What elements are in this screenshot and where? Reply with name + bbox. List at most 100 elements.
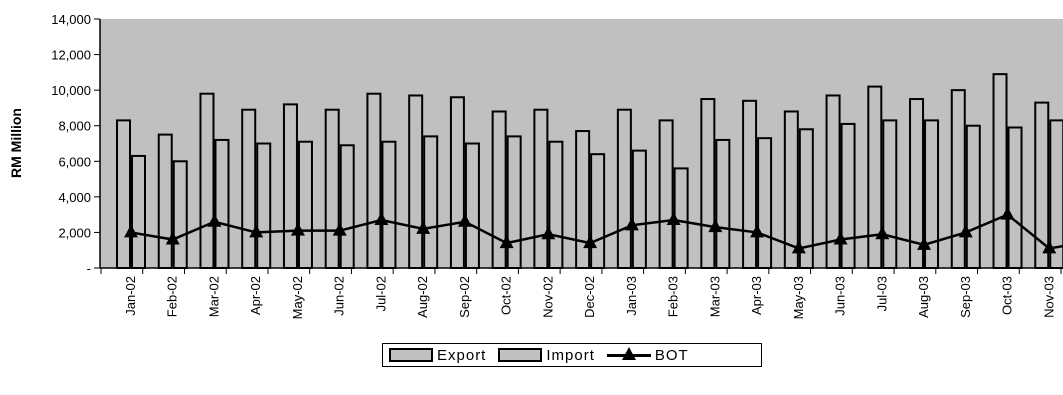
- bot-line-swatch: [606, 347, 651, 363]
- x-tick-label: Dec-02: [582, 276, 597, 318]
- bot-point: [624, 217, 639, 231]
- import-bar: [214, 138, 230, 269]
- x-tick-label: Jun-02: [332, 276, 347, 316]
- import-bar: [757, 137, 773, 269]
- x-tick-label: Aug-03: [916, 276, 931, 318]
- x-tick-label: Jan-02: [123, 276, 138, 316]
- bot-point: [499, 235, 514, 249]
- x-tick-label: Mar-03: [707, 276, 722, 317]
- y-tick-label: 6,000: [58, 154, 91, 169]
- export-bar: [867, 85, 883, 270]
- x-tick-label: Sep-02: [457, 276, 472, 318]
- import-bar: [464, 142, 480, 269]
- bot-point: [666, 211, 681, 225]
- import-bar: [1007, 126, 1023, 269]
- bot-point: [750, 224, 765, 238]
- x-tick-label: May-02: [290, 276, 305, 319]
- bot-point: [332, 222, 347, 236]
- export-bar: [992, 73, 1008, 269]
- export-bar: [533, 108, 549, 270]
- legend: Export Import BOT: [382, 343, 762, 367]
- y-tick-label: 12,000: [51, 48, 91, 63]
- x-tick-label: Oct-02: [499, 276, 514, 315]
- legend-label-import: Import: [546, 346, 595, 364]
- x-tick-label: Mar-02: [206, 276, 221, 317]
- import-bar: [715, 138, 731, 269]
- bot-point: [791, 240, 806, 254]
- x-tick-label: Nov-02: [540, 276, 555, 318]
- export-bar: [324, 108, 340, 270]
- export-bar: [199, 92, 215, 269]
- export-bar: [742, 99, 758, 269]
- x-tick-label: Jan-03: [624, 276, 639, 316]
- export-bar: [950, 89, 966, 270]
- import-bar: [840, 122, 856, 269]
- bot-point: [583, 235, 598, 249]
- bot-point: [833, 231, 848, 245]
- bot-series-line: [130, 213, 1063, 250]
- x-tick-label: Aug-02: [415, 276, 430, 318]
- import-bar: [548, 140, 564, 270]
- x-axis-ticks: Jan-02 Feb-02 Mar-02 Apr-02 May-02 Jun-02 Jul-…: [100, 268, 1062, 319]
- import-bar: [882, 119, 898, 269]
- x-tick-label: Jul-03: [874, 276, 889, 311]
- x-tick-label: Feb-02: [165, 276, 180, 317]
- export-bar: [366, 92, 382, 269]
- bot-point: [457, 213, 472, 227]
- import-bar: [506, 135, 522, 269]
- y-axis-label: RM Million: [8, 108, 24, 178]
- export-bar: [116, 119, 131, 269]
- legend-item-export: Export: [389, 347, 486, 364]
- export-bar: [157, 133, 173, 269]
- x-tick-label: Apr-03: [749, 276, 764, 315]
- export-bar: [449, 96, 465, 269]
- bot-point: [124, 224, 138, 238]
- bot-point: [1000, 206, 1015, 220]
- bot-point: [207, 213, 222, 227]
- bot-point: [249, 224, 264, 238]
- import-bar: [339, 144, 355, 269]
- axes-layer: [99, 19, 1063, 269]
- bot-point: [708, 219, 723, 233]
- y-tick-label: 8,000: [58, 119, 91, 134]
- import-bar: [631, 149, 647, 269]
- import-bar: [381, 140, 397, 270]
- y-tick-label: 2,000: [58, 225, 91, 240]
- bot-point: [1042, 240, 1057, 254]
- import-bar: [590, 153, 606, 270]
- x-tick-label: Nov-03: [1041, 276, 1056, 318]
- export-bar: [658, 119, 674, 269]
- bot-point: [416, 220, 431, 234]
- export-bar: [700, 98, 716, 269]
- y-axis-ticks: - 2,000 4,000 6,000 8,000 10,000 12,000 14,000: [51, 12, 100, 276]
- bot-point: [875, 226, 890, 240]
- export-bar: [408, 94, 424, 269]
- bot-point: [290, 222, 305, 236]
- import-bar: [172, 160, 188, 270]
- y-tick-label: 4,000: [58, 190, 91, 205]
- y-tick-label: -: [87, 261, 91, 276]
- import-bar: [965, 124, 981, 270]
- x-tick-label: Oct-03: [1000, 276, 1015, 315]
- legend-label-bot: BOT: [654, 346, 689, 364]
- x-tick-label: May-03: [791, 276, 806, 319]
- export-bar: [616, 108, 632, 270]
- import-bar: [423, 135, 439, 269]
- import-bar: [131, 154, 146, 269]
- bot-point: [917, 236, 932, 250]
- export-bar: [282, 103, 298, 269]
- bot-line-layer: [124, 206, 1063, 254]
- bot-point: [374, 211, 389, 225]
- import-bar: [256, 142, 272, 269]
- x-tick-label: Jun-03: [833, 276, 848, 316]
- bot-point: [541, 226, 556, 240]
- triangle-marker-icon: [621, 347, 636, 360]
- export-swatch: [389, 348, 433, 362]
- export-bar: [241, 108, 257, 270]
- legend-label-export: Export: [437, 346, 487, 364]
- bot-point: [165, 231, 180, 245]
- y-tick-label: 10,000: [51, 83, 91, 98]
- legend-item-import: Import: [498, 347, 595, 364]
- x-tick-label: Sep-03: [958, 276, 973, 318]
- import-swatch: [498, 348, 543, 362]
